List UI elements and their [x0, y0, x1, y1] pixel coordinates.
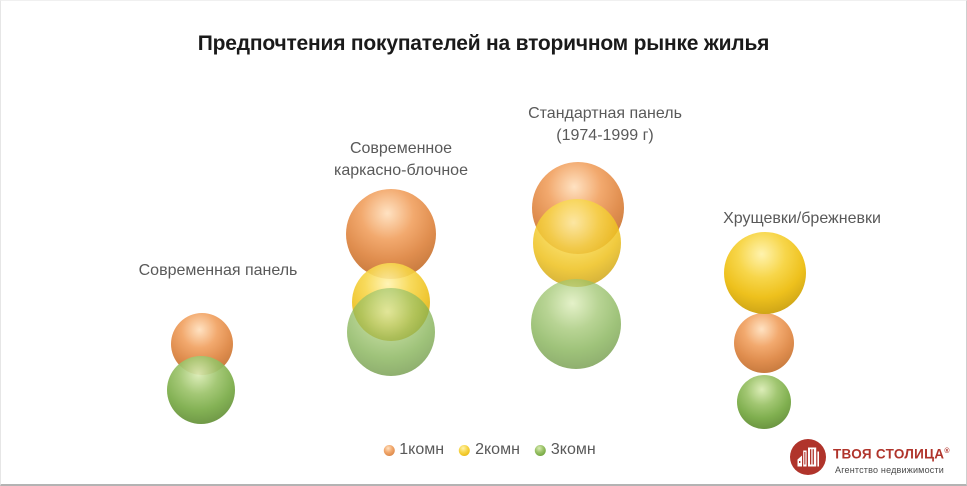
legend-item-3komn: 3комн: [534, 441, 596, 459]
green-sphere-icon: [534, 444, 546, 456]
bubble-2komn-khrushchevki: [724, 232, 806, 314]
category-label-standartnaya-panel: Стандартная панель (1974-1999 г): [528, 105, 682, 144]
agency-logo: ТВОЯ СТОЛИЦА® Агентство недвижимости: [790, 439, 950, 475]
bubble-3komn-khrushchevki: [737, 375, 791, 429]
logo-tagline: Агентство недвижимости: [835, 464, 945, 475]
bubble-2komn-standartnaya-panel: [533, 199, 621, 287]
bubble-1komn-khrushchevki: [734, 313, 794, 373]
bubble-3komn-karkasno-blochnoe: [347, 288, 435, 376]
buildings-icon: [790, 439, 826, 475]
chart-legend: 1комн 2комн 3комн: [383, 441, 596, 459]
category-label-sovremennaya-panel: Современная панель: [138, 262, 298, 279]
legend-item-2komn: 2комн: [459, 441, 520, 459]
orange-sphere-icon: [383, 444, 395, 456]
legend-label: 2комн: [475, 441, 520, 458]
category-label-khrushchevki: Хрущевки/брежневки: [723, 210, 881, 227]
legend-label: 3комн: [550, 441, 596, 458]
bubble-3komn-standartnaya-panel: [531, 279, 621, 369]
category-label-karkasno-blochnoe: Современное каркасно-блочное: [334, 140, 468, 179]
logo-brand-name: ТВОЯ СТОЛИЦА: [833, 446, 945, 462]
registered-mark: ®: [944, 448, 950, 455]
logo-text: ТВОЯ СТОЛИЦА® Агентство недвижимости: [833, 439, 950, 475]
legend-label: 1комн: [399, 441, 445, 458]
logo-brand: ТВОЯ СТОЛИЦА®: [833, 445, 950, 462]
yellow-sphere-icon: [459, 444, 471, 456]
bubble-3komn-sovremennaya-panel: [167, 356, 235, 424]
legend-item-1komn: 1комн: [383, 441, 444, 459]
chart-title: Предпочтения покупателей на вторичном ры…: [197, 32, 770, 55]
